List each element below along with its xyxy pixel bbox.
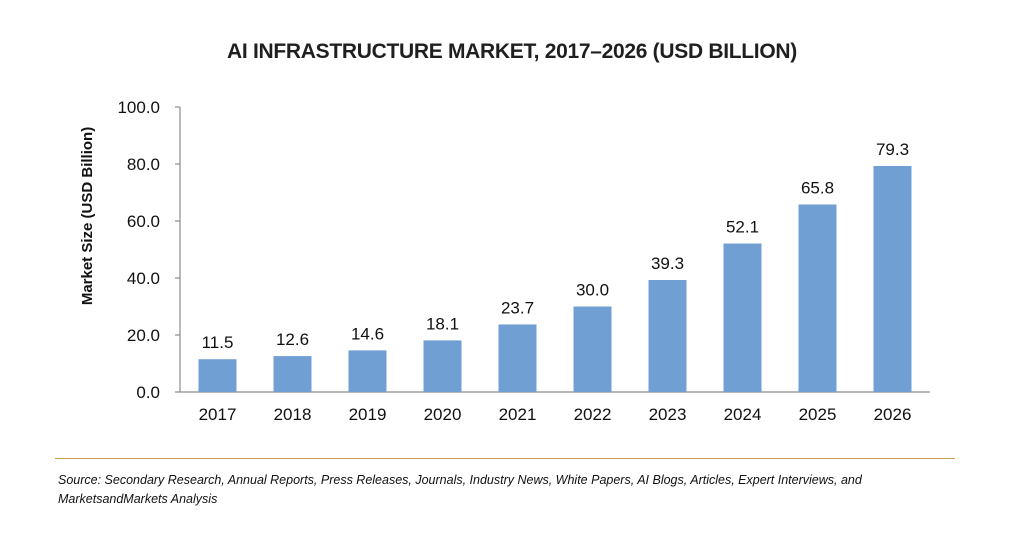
x-tick-label: 2023 [649, 405, 687, 424]
bar-value-label: 11.5 [202, 333, 234, 352]
bar [798, 204, 837, 392]
x-tick-label: 2017 [199, 405, 237, 424]
chart-title: AI INFRASTRUCTURE MARKET, 2017–2026 (USD… [227, 40, 797, 63]
value-labels: 11.5 12.6 14.6 18.1 23.7 30.0 39.3 52.1 65.8 79.3 [202, 140, 909, 352]
bar-value-label: 23.7 [501, 298, 534, 317]
bar-chart: 0.0 20.0 40.0 60.0 80.0 100.0 11.5 12.6 14.6 18.… [79, 98, 930, 424]
y-tick-label: 80.0 [127, 155, 160, 174]
bar [573, 306, 612, 392]
bar-value-label: 30.0 [576, 281, 609, 300]
bar [198, 359, 237, 392]
y-tick-label: 20.0 [127, 326, 160, 345]
x-axis-ticks: 2017 2018 2019 2020 2021 2022 2023 2024 2025 2026 [199, 405, 912, 424]
y-tick-label: 40.0 [127, 269, 160, 288]
bar-value-label: 39.3 [651, 254, 684, 273]
bar [273, 356, 312, 392]
bar-value-label: 12.6 [276, 330, 309, 349]
bar-value-label: 79.3 [876, 140, 909, 159]
x-tick-label: 2019 [349, 405, 387, 424]
y-tick-label: 100.0 [117, 98, 160, 117]
bar-value-label: 14.6 [351, 324, 384, 343]
x-tick-label: 2025 [799, 405, 837, 424]
bar-value-label: 18.1 [426, 314, 459, 333]
x-tick-label: 2021 [499, 405, 537, 424]
bar-value-label: 65.8 [801, 178, 834, 197]
x-tick-label: 2020 [424, 405, 462, 424]
bar [348, 350, 387, 392]
x-tick-label: 2024 [724, 405, 762, 424]
y-tick-label: 0.0 [136, 383, 160, 402]
y-axis-label: Market Size (USD Billion) [79, 127, 96, 305]
source-divider [55, 458, 955, 459]
bar [648, 279, 687, 392]
bars [198, 165, 912, 392]
bar [723, 243, 762, 392]
bar [498, 324, 537, 392]
bar-value-label: 52.1 [726, 218, 759, 237]
x-tick-label: 2022 [574, 405, 612, 424]
source-note: Source: Secondary Research, Annual Repor… [58, 473, 862, 506]
bar [423, 340, 462, 392]
x-tick-label: 2026 [874, 405, 912, 424]
y-tick-label: 60.0 [127, 212, 160, 231]
y-axis-ticks: 0.0 20.0 40.0 60.0 80.0 100.0 [117, 98, 180, 402]
x-tick-label: 2018 [274, 405, 312, 424]
bar [873, 165, 912, 392]
